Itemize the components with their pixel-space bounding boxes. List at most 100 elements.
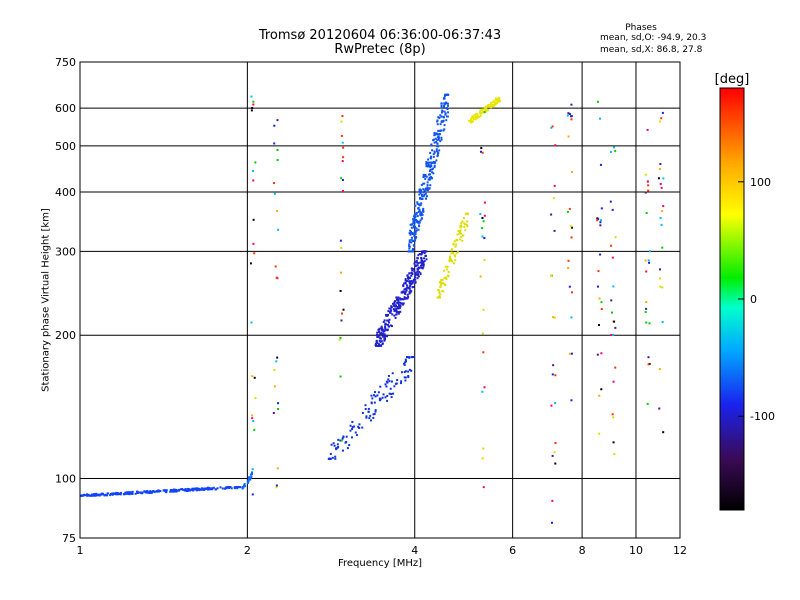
data-point — [421, 260, 424, 263]
data-point — [374, 342, 377, 345]
data-point — [459, 238, 462, 241]
data-point — [404, 379, 407, 382]
data-point — [242, 486, 245, 489]
data-point — [413, 230, 416, 233]
data-point — [396, 311, 399, 314]
data-point — [385, 385, 388, 388]
data-point — [424, 192, 427, 195]
data-point — [370, 419, 373, 422]
data-point — [612, 146, 615, 149]
data-point — [408, 247, 411, 250]
data-point — [252, 103, 255, 106]
data-point — [276, 159, 279, 162]
data-point — [598, 432, 601, 435]
data-point — [397, 299, 400, 302]
data-point — [417, 203, 420, 206]
data-point — [361, 426, 364, 429]
data-point — [459, 225, 462, 228]
data-point — [423, 260, 426, 263]
data-point — [109, 492, 112, 495]
data-point — [428, 187, 431, 190]
data-point — [119, 491, 122, 494]
data-point — [434, 161, 437, 164]
data-point — [412, 278, 415, 281]
data-point — [374, 409, 377, 412]
data-point — [114, 492, 117, 495]
data-point — [423, 182, 426, 185]
data-point — [233, 486, 236, 489]
data-point — [430, 165, 433, 168]
data-point — [184, 488, 187, 491]
data-point — [380, 325, 383, 328]
data-point — [391, 302, 394, 305]
data-point — [610, 299, 613, 302]
data-point — [246, 482, 249, 485]
data-point — [411, 250, 414, 253]
data-point — [185, 489, 188, 492]
data-point — [388, 325, 391, 328]
data-point — [373, 394, 376, 397]
data-point — [415, 261, 418, 264]
data-point — [229, 485, 232, 488]
data-point — [386, 394, 389, 397]
data-point — [445, 278, 448, 281]
data-point — [445, 119, 448, 122]
data-point — [378, 397, 381, 400]
data-point — [645, 211, 648, 214]
data-point — [599, 163, 602, 166]
data-point — [408, 241, 411, 244]
data-point — [383, 319, 386, 322]
data-point — [387, 313, 390, 316]
data-point — [148, 491, 151, 494]
data-point — [423, 175, 426, 178]
data-point — [612, 416, 615, 419]
data-point — [413, 218, 416, 221]
data-point — [473, 114, 476, 117]
data-point — [482, 486, 485, 489]
data-point — [212, 486, 215, 489]
data-point — [423, 257, 426, 260]
data-point — [378, 336, 381, 339]
data-point — [461, 239, 464, 242]
data-point — [398, 311, 401, 314]
data-point — [374, 410, 377, 413]
data-point — [388, 380, 391, 383]
data-point — [492, 100, 495, 103]
data-point — [116, 493, 119, 496]
data-point — [393, 305, 396, 308]
data-point — [647, 363, 650, 366]
data-point — [421, 213, 424, 216]
data-point — [436, 123, 439, 126]
data-point — [400, 371, 403, 374]
data-point — [196, 487, 199, 490]
data-point — [406, 296, 409, 299]
data-point — [249, 262, 252, 265]
data-point — [436, 155, 439, 158]
data-point — [175, 490, 178, 493]
data-point — [490, 105, 493, 108]
x-tick-label: 8 — [579, 544, 586, 557]
data-point — [430, 155, 433, 158]
data-point — [412, 268, 415, 271]
y-tick-label: 300 — [55, 245, 76, 258]
data-point — [661, 246, 664, 249]
data-point — [415, 259, 418, 262]
data-point — [396, 305, 399, 308]
data-point — [554, 402, 557, 405]
data-point — [570, 316, 573, 319]
data-point — [599, 117, 602, 120]
data-point — [276, 356, 279, 359]
data-point — [201, 487, 204, 490]
data-point — [446, 268, 449, 271]
data-point — [275, 486, 278, 489]
data-point — [427, 165, 430, 168]
data-point — [381, 332, 384, 335]
data-point — [416, 257, 419, 260]
data-point — [195, 489, 198, 492]
x-tick-label: 2 — [244, 544, 251, 557]
data-point — [351, 428, 354, 431]
data-point — [570, 236, 573, 239]
data-point — [429, 177, 432, 180]
data-point — [660, 186, 663, 189]
data-point — [206, 487, 209, 490]
